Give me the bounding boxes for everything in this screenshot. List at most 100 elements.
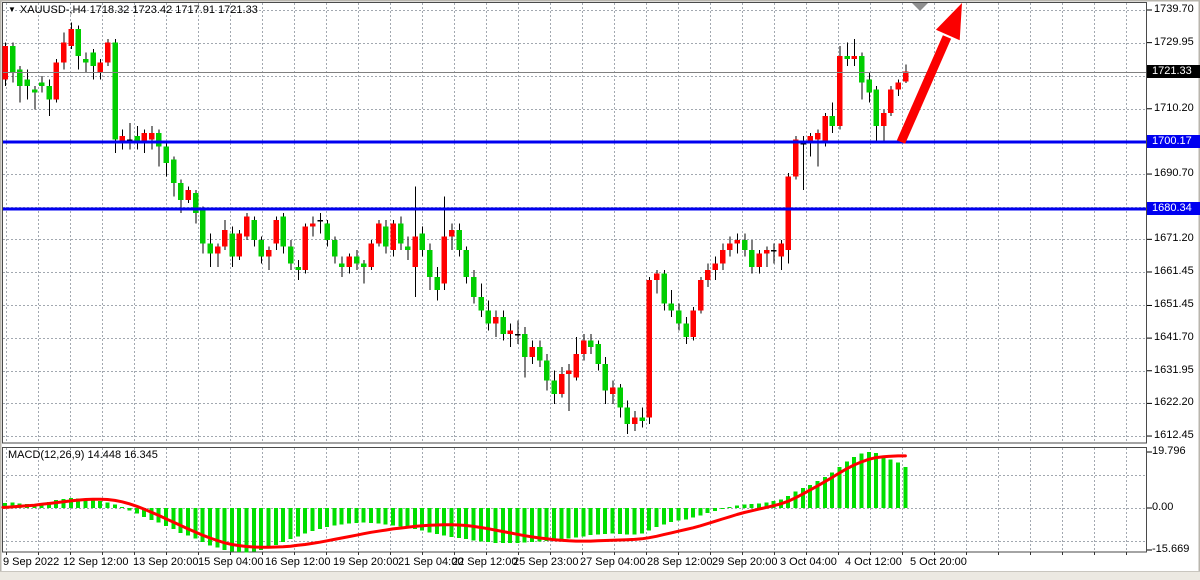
- macd-histogram-bar: [310, 508, 315, 532]
- candle-body: [683, 323, 689, 338]
- macd-histogram-bar: [486, 508, 491, 543]
- macd-histogram-bar: [207, 508, 212, 546]
- candle-body: [390, 223, 396, 251]
- chart-shift-marker-icon[interactable]: [912, 3, 928, 11]
- candle-body: [353, 256, 360, 264]
- candle-body: [888, 89, 894, 113]
- candle-body: [346, 256, 353, 267]
- candle-body: [727, 243, 733, 251]
- macd-histogram-bar: [625, 508, 630, 535]
- time-axis-label: 16 Sep 12:00: [265, 556, 331, 568]
- candle-body: [419, 233, 426, 251]
- price-axis-label: 1651.45: [1154, 298, 1194, 310]
- price-axis-label: 1710.20: [1154, 102, 1194, 114]
- macd-histogram-bar: [852, 457, 857, 508]
- macd-histogram-bar: [478, 508, 483, 542]
- candle-body: [705, 270, 711, 281]
- macd-histogram-bar: [325, 508, 330, 528]
- candle-body: [427, 250, 433, 277]
- level-price-label-1680: 1680.34: [1147, 202, 1200, 215]
- macd-histogram-bar: [134, 508, 139, 514]
- candle-body: [756, 253, 762, 267]
- candle-body: [639, 417, 645, 421]
- candle-body: [383, 226, 389, 247]
- macd-histogram-bar: [756, 503, 761, 508]
- macd-histogram-bar: [859, 453, 864, 508]
- candle-body: [697, 280, 704, 311]
- macd-panel[interactable]: [2, 447, 1147, 553]
- macd-histogram-bar: [273, 508, 278, 545]
- candle-body: [712, 263, 719, 271]
- candle-body: [807, 136, 814, 143]
- candle-body: [902, 71, 909, 82]
- macd-histogram-bar: [229, 508, 234, 552]
- candle-body: [200, 209, 206, 244]
- candle-body: [485, 310, 492, 324]
- candle-body: [302, 226, 309, 271]
- trend-arrow-shaft[interactable]: [896, 35, 952, 144]
- macd-histogram-bar: [471, 508, 476, 541]
- candle-body: [646, 280, 653, 418]
- macd-histogram-bar: [456, 508, 461, 538]
- macd-histogram-bar: [347, 508, 352, 524]
- macd-histogram-bar: [888, 459, 893, 508]
- candle-body: [375, 223, 382, 244]
- candle-body: [632, 417, 638, 425]
- macd-histogram-bar: [493, 508, 498, 543]
- macd-histogram-bar: [617, 508, 622, 535]
- time-axis-label: 29 Sep 20:00: [712, 556, 778, 568]
- macd-histogram-bar: [215, 508, 220, 548]
- time-axis-label: 3 Oct 04:00: [780, 556, 837, 568]
- time-axis-label: 15 Sep 04:00: [198, 556, 264, 568]
- candle-body: [829, 116, 836, 127]
- price-axis-label: 1612.45: [1154, 429, 1194, 441]
- candle-body: [287, 246, 294, 264]
- candle-body: [251, 219, 257, 241]
- macd-histogram-bar: [727, 507, 732, 509]
- macd-histogram-bar: [449, 508, 454, 537]
- candle-body: [544, 360, 550, 381]
- candle-body: [858, 55, 865, 83]
- macd-histogram-bar: [361, 508, 366, 523]
- macd-histogram-bar: [903, 467, 908, 508]
- candle-body: [690, 310, 697, 338]
- time-axis-label: 9 Sep 2022: [3, 556, 60, 568]
- macd-histogram-bar: [822, 476, 827, 508]
- candle-body: [449, 229, 455, 237]
- trend-arrow-head[interactable]: [935, 3, 962, 41]
- macd-histogram-bar: [90, 500, 95, 508]
- macd-histogram-bar: [552, 508, 556, 541]
- macd-histogram-bar: [127, 508, 132, 511]
- macd-histogram-bar: [566, 508, 571, 539]
- macd-histogram-bar: [647, 508, 652, 531]
- candle-body: [551, 380, 557, 395]
- candle-body: [566, 370, 572, 374]
- macd-histogram-bar: [339, 508, 344, 525]
- macd-histogram-bar: [120, 506, 125, 508]
- candle-body: [661, 273, 667, 304]
- candle-body: [492, 317, 499, 324]
- candle-body: [361, 263, 367, 267]
- candle-body: [668, 303, 675, 311]
- candle-body: [207, 243, 213, 254]
- time-axis-label: 19 Sep 20:00: [333, 556, 399, 568]
- candle-body: [412, 236, 418, 267]
- candle-body: [163, 146, 170, 164]
- macd-histogram-bar: [266, 508, 271, 548]
- macd-histogram-bar: [588, 508, 593, 536]
- candle-body: [741, 240, 748, 251]
- candle-body: [156, 132, 162, 147]
- macd-histogram-bar: [383, 508, 388, 525]
- macd-histogram-bar: [764, 502, 769, 508]
- symbol-dropdown-icon[interactable]: ▼: [8, 5, 16, 14]
- candle-body: [573, 353, 579, 378]
- macd-histogram-bar: [442, 508, 447, 536]
- candle-body: [222, 229, 228, 247]
- macd-histogram-bar: [251, 508, 256, 552]
- candle-body: [529, 347, 536, 358]
- macd-histogram-bar: [603, 508, 608, 535]
- macd-histogram-bar: [632, 508, 637, 535]
- candle-body: [104, 42, 111, 63]
- time-axis-label: 25 Sep 23:00: [513, 556, 579, 568]
